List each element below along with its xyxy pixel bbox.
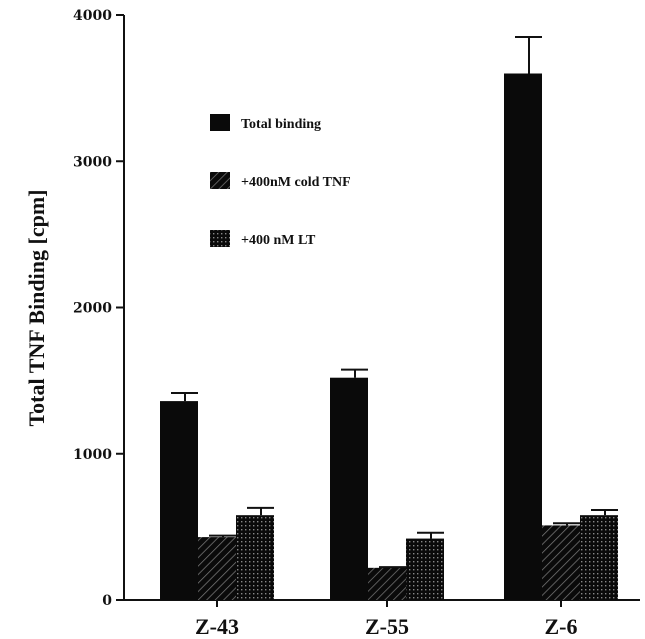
y-tick-label: 1000: [73, 447, 112, 463]
bar: [198, 537, 236, 600]
legend-swatch: [210, 172, 230, 189]
legend-label: +400 nM LT: [241, 233, 316, 248]
bar: [406, 538, 444, 600]
legend-label: +400nM cold TNF: [241, 175, 351, 190]
y-axis-title: Total TNF Binding [cpm]: [24, 190, 49, 427]
bar: [330, 377, 368, 600]
legend: Total binding +400nM cold TNF +400 nM LT: [210, 114, 351, 248]
bar: [160, 401, 198, 600]
legend-swatch: [210, 114, 230, 131]
bar: [368, 567, 406, 600]
x-tick-label: Z-55: [365, 614, 409, 639]
x-tick-label: Z-43: [195, 614, 239, 639]
bar: [236, 515, 274, 600]
y-tick-label: 3000: [73, 154, 112, 170]
y-tick-label: 4000: [73, 8, 112, 24]
axes: 0 1000 2000 3000 4000 Z-43 Z-55 Z-6: [73, 8, 640, 639]
legend-label: Total binding: [241, 117, 321, 132]
x-tick-label: Z-6: [545, 614, 578, 639]
bar: [580, 515, 618, 600]
y-tick-label: 0: [102, 593, 112, 609]
bars: [160, 35, 618, 600]
y-tick-label: 2000: [73, 301, 112, 317]
legend-swatch: [210, 230, 230, 247]
bar: [504, 73, 542, 600]
bar: [542, 525, 580, 600]
